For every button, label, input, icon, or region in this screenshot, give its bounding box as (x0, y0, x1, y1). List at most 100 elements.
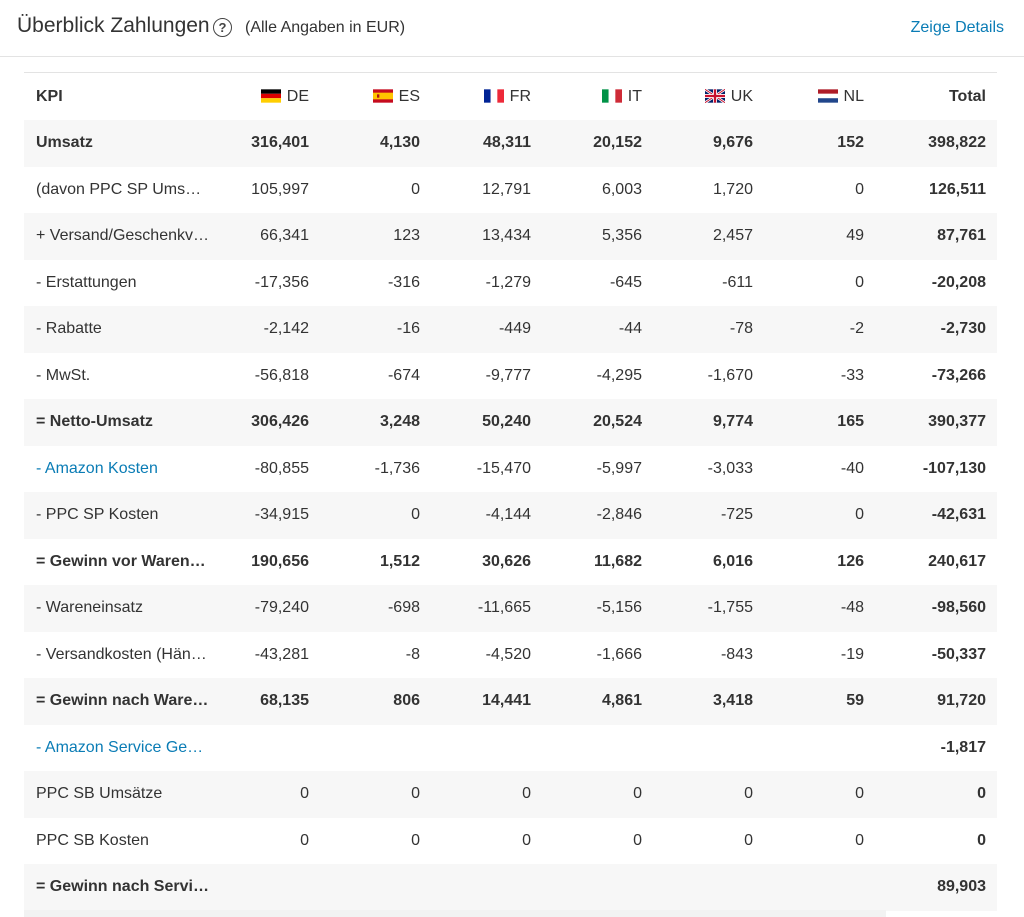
value-cell-it: -1,666 (542, 631, 653, 678)
country-code: DE (286, 87, 309, 105)
total-cell: 390,377 (875, 399, 997, 446)
value-cell-es: 0 (320, 817, 431, 864)
value-cell-it: -645 (542, 259, 653, 306)
show-details-link[interactable]: Zeige Details (910, 19, 1004, 36)
value-cell-nl: 126 (764, 538, 875, 585)
value-cell-uk: -611 (653, 259, 764, 306)
value-cell-es: 4,130 (320, 120, 431, 167)
kpi-label: (davon PPC SP Umsät… (24, 166, 209, 213)
value-cell-de: 316,401 (209, 120, 320, 167)
total-cell: -107,130 (875, 445, 997, 492)
page-title: Überblick Zahlungen (17, 14, 210, 37)
table-row: PPC SB Umsätze 0 0 0 0 0 0 0 (24, 771, 997, 818)
value-cell-it (542, 724, 653, 771)
kpi-label: - Rabatte (24, 306, 209, 353)
table-row: Umsatz 316,401 4,130 48,311 20,152 9,676 152 39… (24, 120, 997, 167)
value-cell-es: 0 (320, 492, 431, 539)
value-cell-fr: 12,791 (431, 166, 542, 213)
value-cell-uk: 0 (653, 771, 764, 818)
value-cell-es: 1,512 (320, 538, 431, 585)
value-cell-de (209, 724, 320, 771)
total-cell: 91,720 (875, 678, 997, 725)
page-header: Überblick Zahlungen ? (Alle Angaben in E… (0, 0, 1024, 57)
value-cell-es: -8 (320, 631, 431, 678)
value-cell-fr: -15,470 (431, 445, 542, 492)
value-cell-uk: 9,774 (653, 399, 764, 446)
value-cell-it (542, 864, 653, 911)
value-cell-fr: -1,279 (431, 259, 542, 306)
value-cell-it: 20,152 (542, 120, 653, 167)
table-row: - Wareneinsatz -79,240 -698 -11,665 -5,156 -1… (24, 585, 997, 632)
value-cell-fr: -9,777 (431, 352, 542, 399)
value-cell-es: -1,736 (320, 445, 431, 492)
total-cell: 87,761 (875, 213, 997, 260)
value-cell-nl: 0 (764, 771, 875, 818)
netherlands-flag-icon (817, 88, 838, 103)
value-cell-uk: 6,016 (653, 538, 764, 585)
value-cell-it: 6,003 (542, 166, 653, 213)
value-cell-it: 5,356 (542, 213, 653, 260)
total-cell: -42,631 (875, 492, 997, 539)
value-cell-fr: 48,311 (431, 120, 542, 167)
value-cell-es (320, 724, 431, 771)
table-row: = Gewinn nach Servi… 89,903 (24, 864, 997, 911)
value-cell-de: 306,426 (209, 399, 320, 446)
table-row: = Gewinn vor Waren… 190,656 1,512 30,626 11,… (24, 538, 997, 585)
payments-overview-table: KPI DE ES FR IT UK NL To (24, 72, 997, 911)
value-cell-es: 3,248 (320, 399, 431, 446)
question-circle-icon[interactable]: ? (213, 18, 232, 37)
currency-note: (Alle Angaben in EUR) (245, 19, 406, 36)
value-cell-de: 190,656 (209, 538, 320, 585)
kpi-label: = Gewinn vor Waren… (24, 538, 209, 585)
table-body: Umsatz 316,401 4,130 48,311 20,152 9,676 152 39… (24, 120, 997, 911)
value-cell-de: -80,855 (209, 445, 320, 492)
total-cell: -73,266 (875, 352, 997, 399)
kpi-label: = Gewinn nach Ware… (24, 678, 209, 725)
kpi-label: - Erstattungen (24, 259, 209, 306)
total-cell: -1,817 (875, 724, 997, 771)
value-cell-de: 0 (209, 817, 320, 864)
total-cell: 398,822 (875, 120, 997, 167)
value-cell-it: -5,997 (542, 445, 653, 492)
value-cell-uk: -78 (653, 306, 764, 353)
value-cell-nl: -19 (764, 631, 875, 678)
value-cell-fr: -4,520 (431, 631, 542, 678)
value-cell-es: 806 (320, 678, 431, 725)
table-row: - Amazon Kosten -80,855 -1,736 -15,470 -5,99… (24, 445, 997, 492)
total-cell: 126,511 (875, 166, 997, 213)
kpi-label: + Versand/Geschenkv… (24, 213, 209, 260)
uk-flag-icon (704, 88, 725, 103)
country-code: ES (398, 87, 420, 105)
value-cell-fr: 30,626 (431, 538, 542, 585)
value-cell-nl: 0 (764, 817, 875, 864)
value-cell-uk: 1,720 (653, 166, 764, 213)
kpi-label: - Versandkosten (Hän… (24, 631, 209, 678)
value-cell-uk: 2,457 (653, 213, 764, 260)
value-cell-es: -698 (320, 585, 431, 632)
column-header-de: DE (209, 73, 320, 120)
value-cell-it: -5,156 (542, 585, 653, 632)
value-cell-fr (431, 864, 542, 911)
value-cell-it: -44 (542, 306, 653, 353)
value-cell-nl: -40 (764, 445, 875, 492)
value-cell-it: -2,846 (542, 492, 653, 539)
table-row: = Netto-Umsatz 306,426 3,248 50,240 20,524 9,… (24, 399, 997, 446)
value-cell-de: -17,356 (209, 259, 320, 306)
country-code: UK (730, 87, 753, 105)
value-cell-nl: 0 (764, 259, 875, 306)
kpi-link[interactable]: - Amazon Kosten (24, 445, 209, 492)
table-row: - Amazon Service Geb… -1,817 (24, 724, 997, 771)
value-cell-de: -34,915 (209, 492, 320, 539)
column-header-fr: FR (431, 73, 542, 120)
kpi-column-header: KPI (36, 87, 63, 105)
value-cell-de: 105,997 (209, 166, 320, 213)
value-cell-es: 123 (320, 213, 431, 260)
kpi-label: Umsatz (24, 120, 209, 167)
value-cell-nl: -33 (764, 352, 875, 399)
column-header-nl: NL (764, 73, 875, 120)
value-cell-it: 0 (542, 817, 653, 864)
kpi-link[interactable]: - Amazon Service Geb… (24, 724, 209, 771)
total-cell: 89,903 (875, 864, 997, 911)
value-cell-uk (653, 864, 764, 911)
value-cell-nl: -2 (764, 306, 875, 353)
